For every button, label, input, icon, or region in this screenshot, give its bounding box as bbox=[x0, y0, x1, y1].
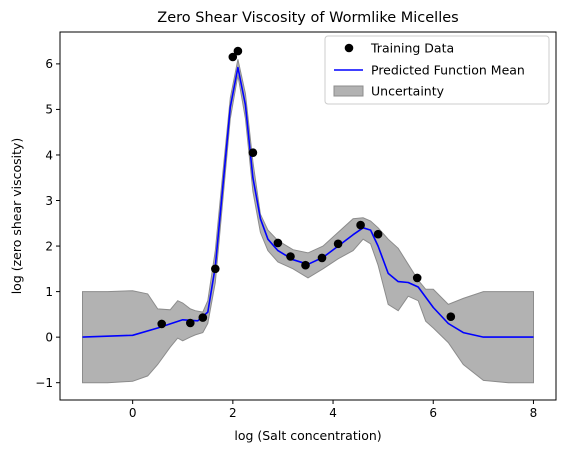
training-data-point bbox=[233, 46, 243, 56]
uncertainty-band bbox=[82, 59, 534, 384]
legend-label-uncertainty: Uncertainty bbox=[371, 84, 445, 99]
x-tick-label: 0 bbox=[129, 406, 137, 420]
x-axis-ticks: 0 2 4 6 8 bbox=[129, 400, 537, 420]
x-tick-label: 4 bbox=[329, 406, 337, 420]
training-data-point bbox=[198, 313, 208, 322]
y-tick-label: −1 bbox=[35, 376, 53, 390]
legend: Training Data Predicted Function Mean Un… bbox=[324, 35, 550, 105]
y-axis-label: log (zero shear viscosity) bbox=[9, 138, 24, 295]
training-data-point bbox=[446, 312, 456, 322]
legend-marker-training-data bbox=[344, 43, 354, 53]
y-tick-label: 2 bbox=[45, 239, 53, 253]
training-data-point bbox=[356, 220, 365, 230]
training-data-point bbox=[248, 148, 258, 157]
legend-label-predicted-mean: Predicted Function Mean bbox=[371, 63, 525, 78]
training-data-point bbox=[317, 253, 327, 263]
y-tick-label: 6 bbox=[45, 57, 53, 71]
x-axis-label: log (Salt concentration) bbox=[234, 428, 381, 443]
chart-title: Zero Shear Viscosity of Wormlike Micelle… bbox=[157, 10, 458, 26]
uncertainty-band-layer bbox=[82, 59, 534, 384]
y-axis-ticks: −1 0 1 2 3 4 5 6 bbox=[35, 57, 60, 390]
plot-frame bbox=[59, 31, 557, 401]
x-tick-label: 6 bbox=[429, 406, 437, 420]
legend-box bbox=[324, 35, 550, 105]
training-data-point bbox=[228, 52, 238, 62]
training-data-point bbox=[412, 273, 422, 283]
y-tick-label: 3 bbox=[45, 194, 53, 208]
y-tick-label: 0 bbox=[45, 330, 53, 344]
x-tick-label: 8 bbox=[530, 406, 538, 420]
training-data-point bbox=[273, 238, 283, 248]
training-data-point bbox=[286, 252, 295, 261]
training-data-point bbox=[211, 264, 220, 274]
training-data-point bbox=[301, 260, 310, 270]
training-data-point bbox=[186, 318, 195, 328]
training-data-point bbox=[333, 239, 343, 249]
predicted-mean-line bbox=[82, 66, 534, 338]
y-tick-label: 4 bbox=[45, 148, 53, 162]
x-tick-label: 2 bbox=[229, 406, 237, 420]
y-tick-label: 1 bbox=[45, 285, 53, 299]
training-data-point bbox=[373, 229, 383, 239]
training-points-layer bbox=[157, 46, 456, 329]
legend-marker-uncertainty bbox=[333, 85, 364, 97]
mean-line-layer bbox=[82, 66, 534, 338]
y-tick-label: 5 bbox=[45, 103, 53, 117]
legend-label-training-data: Training Data bbox=[370, 41, 454, 56]
training-data-point bbox=[157, 319, 166, 329]
